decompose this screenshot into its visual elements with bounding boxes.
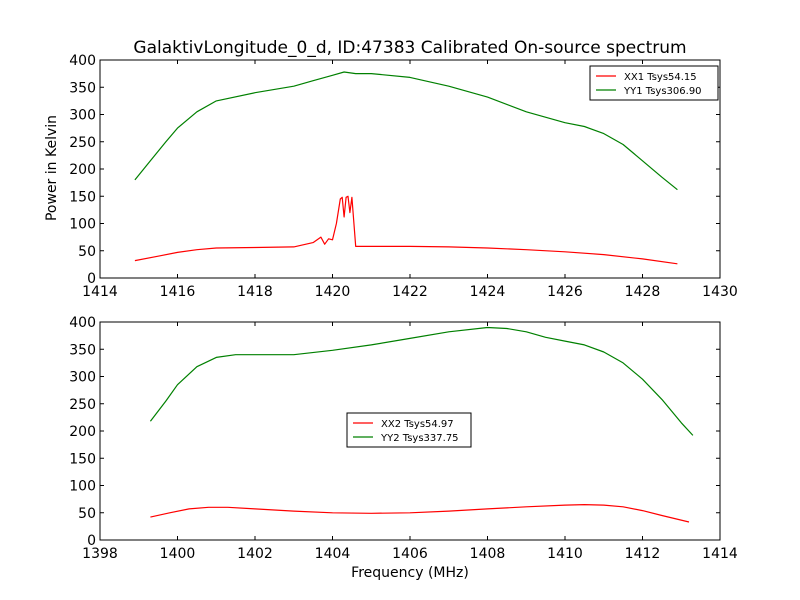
y-axis-label: Power in Kelvin [44, 115, 60, 221]
legend-entry: YY2 Tsys337.75 [380, 433, 459, 444]
x-tick-label: 1420 [315, 284, 351, 300]
legend-entry: YY1 Tsys306.90 [623, 86, 702, 97]
y-tick-label: 100 [69, 479, 96, 495]
x-tick-label: 1404 [315, 546, 351, 562]
y-tick-label: 150 [69, 189, 96, 205]
x-tick-label: 1400 [160, 546, 196, 562]
y-tick-label: 350 [69, 342, 96, 358]
x-tick-label: 1414 [702, 546, 738, 562]
y-tick-label: 0 [87, 271, 96, 287]
y-tick-label: 400 [69, 53, 96, 69]
x-axis-label: Frequency (MHz) [351, 565, 469, 581]
x-tick-label: 1416 [160, 284, 196, 300]
x-tick-label: 1408 [470, 546, 506, 562]
y-tick-label: 0 [87, 533, 96, 549]
y-tick-label: 400 [69, 315, 96, 331]
x-tick-label: 1402 [237, 546, 273, 562]
y-tick-label: 250 [69, 397, 96, 413]
y-tick-label: 100 [69, 217, 96, 233]
x-tick-label: 1406 [392, 546, 428, 562]
x-tick-label: 1424 [470, 284, 506, 300]
x-tick-label: 1398 [82, 546, 118, 562]
bottom-subplot: 1398 1400 1402 1404 1406 1408 1410 1412 1414 0 50 1… [69, 315, 738, 562]
legend: XX1 Tsys54.15 YY1 Tsys306.90 [589, 65, 719, 101]
x-tick-label: 1430 [702, 284, 738, 300]
x-tick-label: 1422 [392, 284, 428, 300]
y-tick-label: 200 [69, 162, 96, 178]
y-tick-label: 350 [69, 80, 96, 96]
legend-entry: XX1 Tsys54.15 [624, 72, 697, 83]
x-tick-label: 1418 [237, 284, 273, 300]
legend-box [589, 65, 719, 101]
series-line-xx1 [134, 195, 678, 265]
x-tick-label: 1410 [547, 546, 583, 562]
y-tick-label: 250 [69, 135, 96, 151]
series-line-xx2 [150, 504, 690, 523]
y-tick-label: 150 [69, 451, 96, 467]
legend: XX2 Tsys54.97 YY2 Tsys337.75 [346, 412, 472, 448]
y-tick-label: 50 [78, 506, 96, 522]
series-line-yy2 [149, 326, 694, 436]
legend-entry: XX2 Tsys54.97 [381, 419, 454, 430]
chart-title: GalaktivLongitude_0_d, ID:47383 Calibrat… [133, 38, 686, 58]
y-tick-label: 50 [78, 244, 96, 260]
y-tick-label: 200 [69, 424, 96, 440]
y-tick-label: 300 [69, 370, 96, 386]
x-tick-label: 1426 [547, 284, 583, 300]
series-line-yy1 [134, 71, 678, 191]
legend-box [346, 412, 472, 448]
top-subplot: 1414 1416 1418 1420 1422 1424 1426 1428 1430 0 50 1… [69, 53, 738, 300]
y-tick-label: 300 [69, 108, 96, 124]
x-tick-label: 1414 [82, 284, 118, 300]
x-tick-label: 1428 [625, 284, 661, 300]
x-tick-label: 1412 [625, 546, 661, 562]
